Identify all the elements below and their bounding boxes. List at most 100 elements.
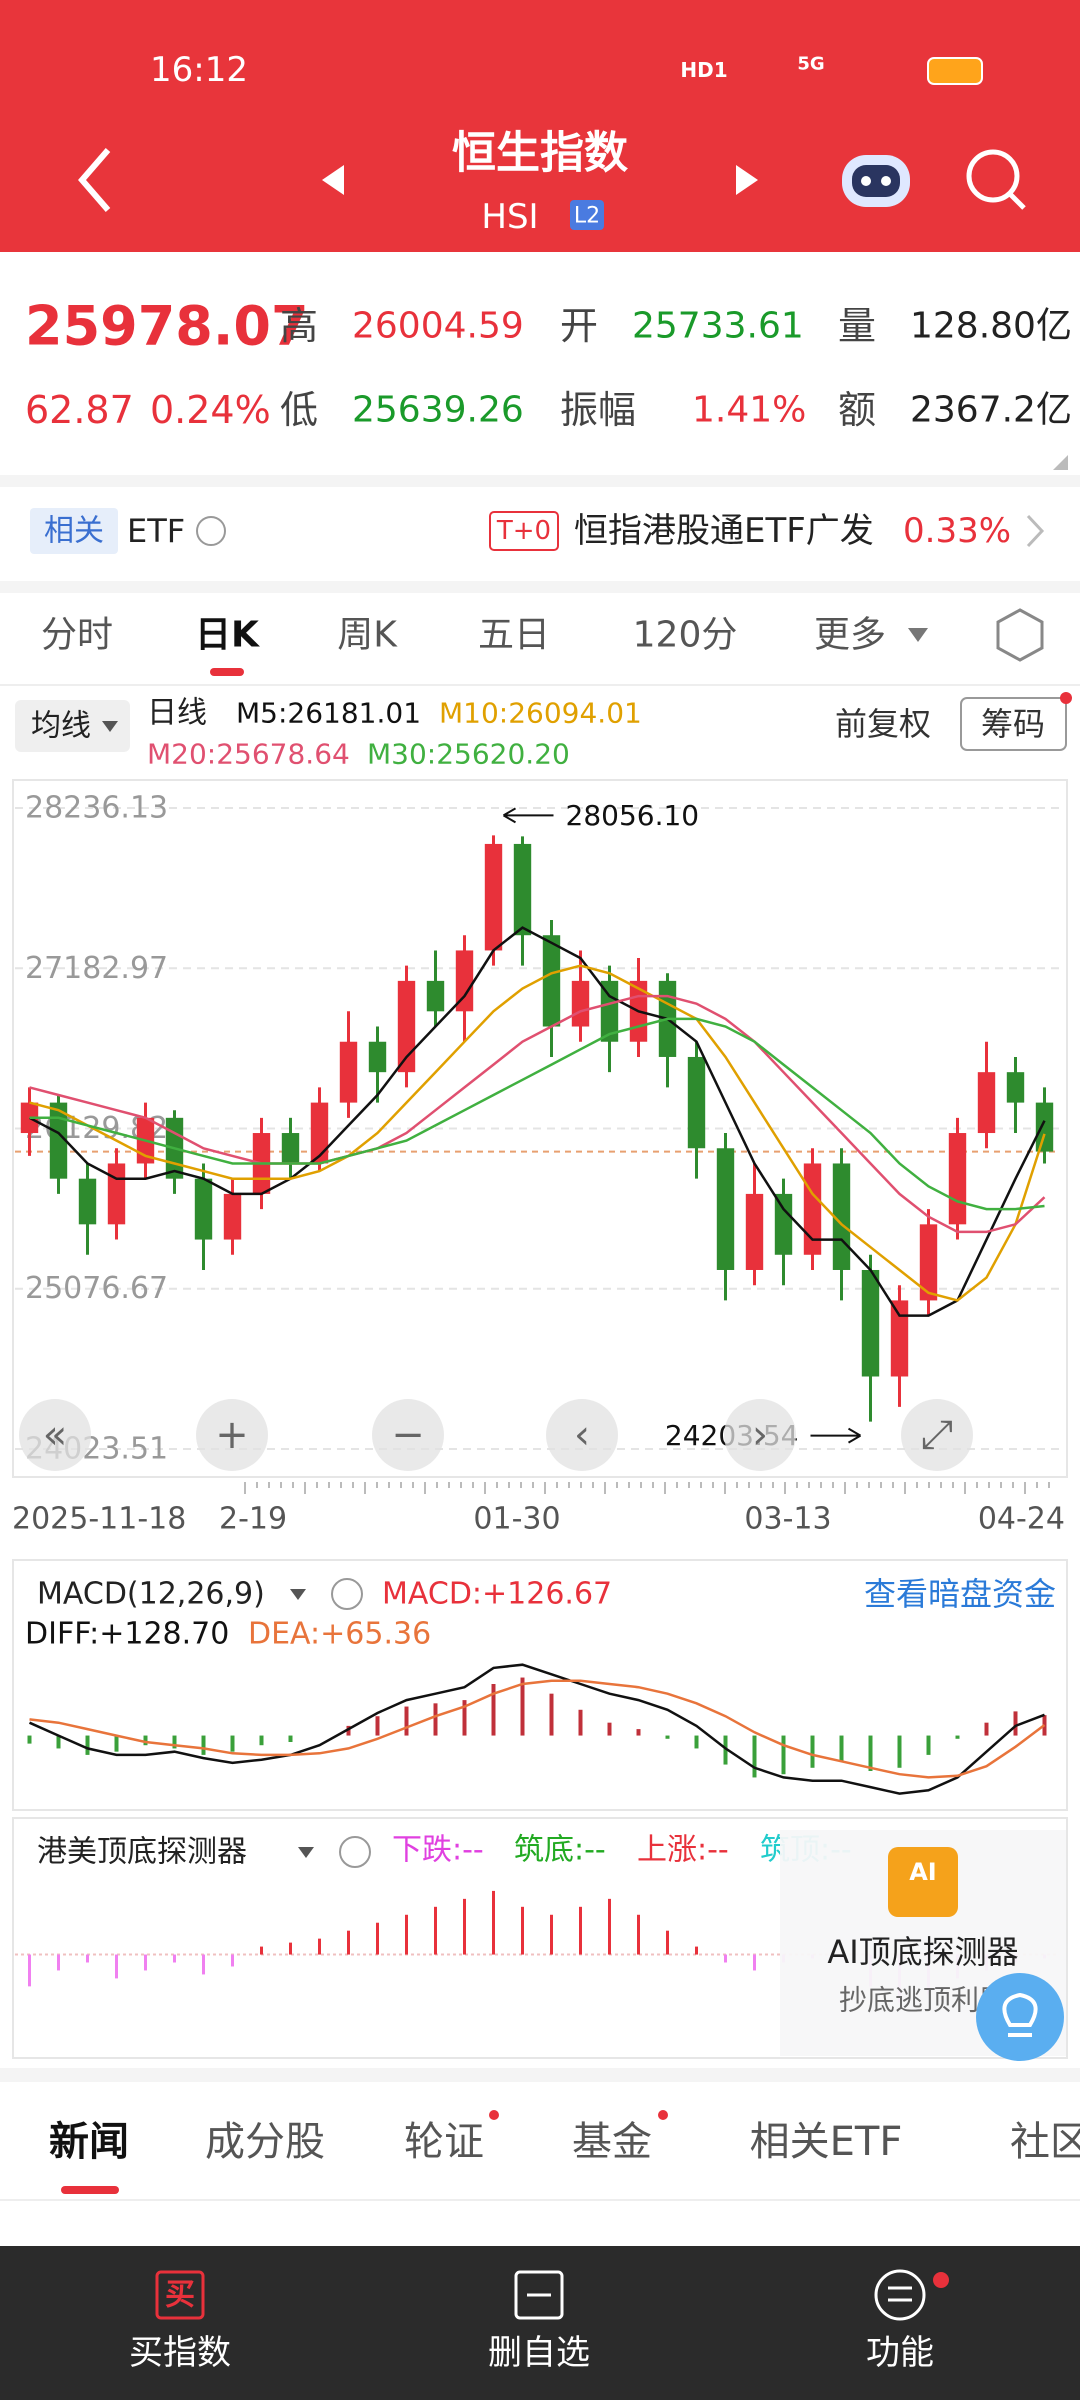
macd-bar [955,1735,960,1739]
price: 25978.07 [25,295,309,358]
macd-bar [694,1735,699,1749]
quote-value: 2367.2亿 [910,390,1072,431]
y-tick-label: 25076.67 [25,1271,168,1306]
chart-control-icon: + [215,1412,249,1458]
badge-dot [658,2110,668,2120]
quote-value: 25639.26 [352,390,524,431]
quote-label: 开 [560,304,598,348]
help-icon[interactable] [196,516,226,546]
candle-body [107,1163,126,1225]
chart-control-icon: ⤢ [921,1412,953,1458]
buy-icon-box[interactable] [155,2270,205,2320]
tab[interactable]: 更多 [814,615,886,656]
detector-legend: 筑底:-- [514,1833,606,1868]
annotation: 28056.10 [566,799,700,832]
ai-title[interactable]: AI顶底探测器 [827,1933,1018,1971]
ma-legend: M20:25678.64 [147,738,350,771]
adjust-button[interactable]: 前复权 [835,705,931,743]
news-tab[interactable]: 基金 [572,2119,652,2165]
dropdown-arrow [102,721,118,732]
chart-control[interactable] [546,1399,618,1471]
menu-icon[interactable] [874,2269,926,2321]
remove-icon[interactable] [514,2270,564,2320]
detector-bar [115,1954,118,1979]
macd-bar [433,1703,438,1736]
ma-button[interactable]: 均线 [31,709,91,744]
help-icon[interactable] [331,1578,363,1610]
change-pct: 0.24% [150,388,271,432]
candle-body [600,980,619,1042]
annotation-arrow [810,1427,862,1444]
x-tick-label: 2025-11-18 [12,1502,186,1537]
search-button[interactable] [966,149,1026,210]
level-badge [570,200,604,230]
macd-bar [984,1722,989,1736]
macd-title[interactable]: MACD(12,26,9) [37,1577,265,1612]
news-tab[interactable]: 成分股 [205,2119,325,2165]
hd-indicator: HD1 [680,58,727,82]
annotation-arrow [502,807,554,824]
chart-control[interactable] [372,1399,444,1471]
etf-name[interactable]: 恒指港股通ETF广发 [574,511,874,551]
candle-body [716,1148,735,1270]
news-tab[interactable]: 新闻 [49,2119,129,2165]
detector-bar [753,1954,756,1971]
macd-bar [723,1735,728,1765]
news-indicator [61,2186,119,2194]
chart-control[interactable] [724,1399,796,1471]
tab[interactable]: 周K [337,615,398,656]
news-tab[interactable]: 相关ETF [750,2119,903,2165]
candle-body [281,1133,300,1164]
chips-button-bg[interactable] [960,697,1067,751]
level: L2 [574,204,600,229]
ma-button-bg[interactable] [15,700,130,752]
chart-control[interactable] [196,1399,268,1471]
etf-tag: 相关 [44,514,104,549]
chips-button[interactable]: 筹码 [981,705,1045,743]
prev-button[interactable] [322,165,344,195]
tab-indicator [210,668,244,676]
back-button[interactable] [78,148,111,212]
chart-control[interactable] [19,1399,91,1471]
detector-bar [202,1954,205,1975]
chevron[interactable] [1026,514,1045,548]
candle-body [310,1102,329,1164]
candle-body [977,1072,996,1134]
macd-bar [549,1693,554,1736]
help-icon[interactable] [339,1836,371,1868]
chart-control[interactable] [901,1399,973,1471]
network-indicator: 5G [797,54,824,75]
detector-title[interactable]: 港美顶底探测器 [37,1835,247,1870]
detector-bar [608,1898,611,1955]
ai-badge-bg [888,1847,958,1917]
tab[interactable]: 五日 [478,615,550,656]
quote-label: 振幅 [560,388,636,432]
buy-icon: 买 [165,2278,195,2313]
macd-bar [230,1735,235,1752]
bottom-action[interactable]: 买指数 [129,2333,231,2373]
candle-body [426,980,445,1012]
detector-bar [550,1914,553,1955]
candle-body [1035,1102,1054,1152]
bottom-action[interactable]: 删自选 [488,2333,590,2373]
tab[interactable]: 日K [195,615,260,656]
news-tab[interactable]: 社区 [1010,2119,1080,2165]
robot-icon[interactable] [842,155,910,207]
tab[interactable]: 分时 [41,615,113,656]
bottom-action[interactable]: 功能 [866,2333,934,2373]
macd-bar [752,1735,757,1778]
macd-line [29,1679,1046,1779]
candle-body [194,1178,213,1240]
tab[interactable]: 120分 [633,615,738,656]
chart-control-icon: « [43,1412,67,1458]
macd-bar [665,1735,670,1739]
news-tab[interactable]: 轮证 [404,2119,484,2165]
macd-bar [259,1735,264,1746]
assistant-button[interactable] [976,1973,1064,2061]
settings-icon[interactable] [996,608,1044,662]
dark-pool-link[interactable]: 查看暗盘资金 [864,1575,1056,1613]
next-button[interactable] [736,165,758,195]
badge-dot [489,2110,499,2120]
quote-value: 1.41% [692,390,806,431]
